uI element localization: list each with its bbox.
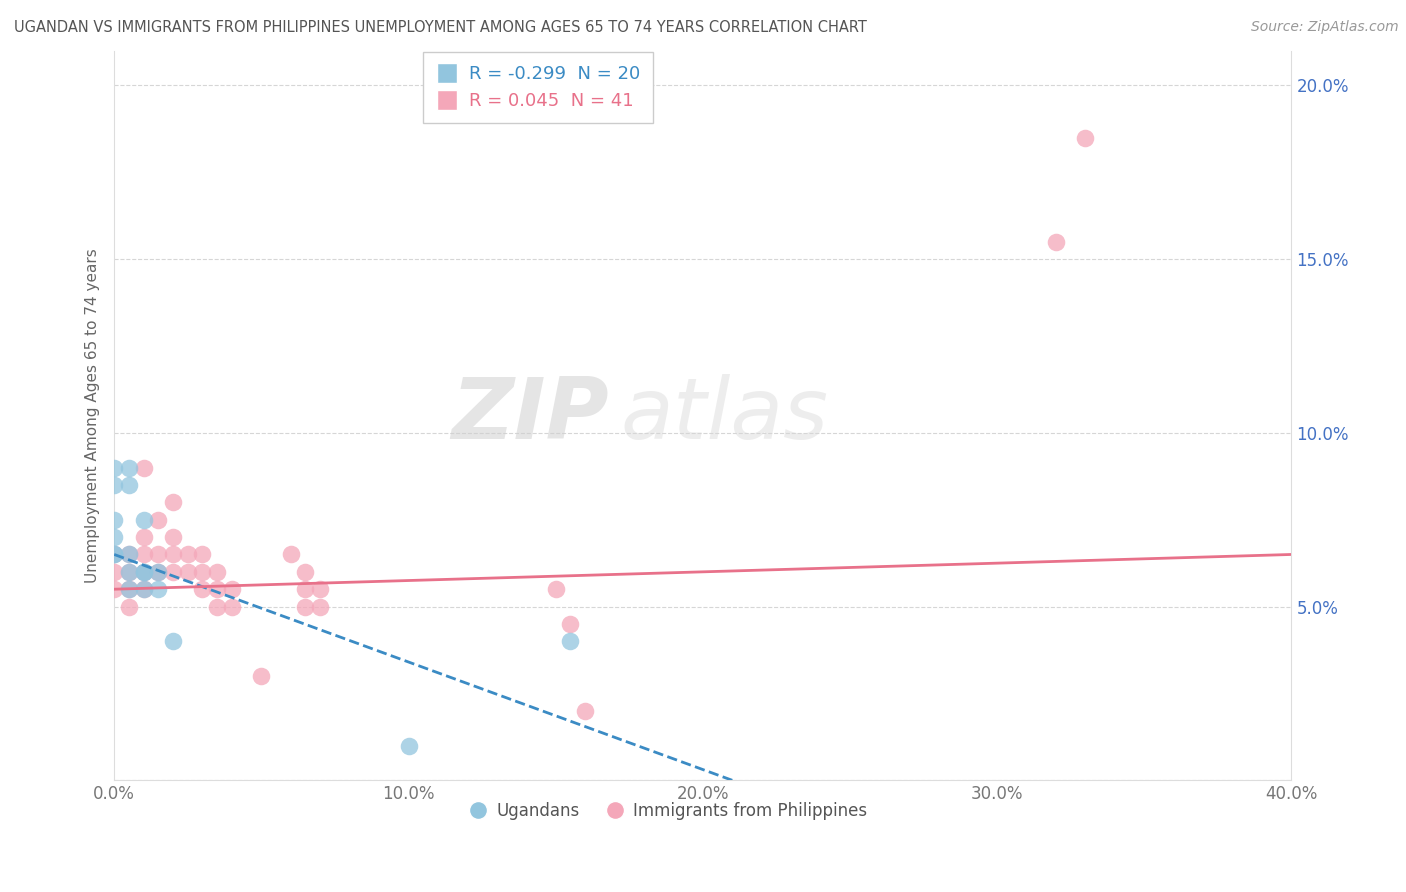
Point [250,669,273,683]
Point [294,565,316,579]
Point [162,634,184,648]
Point [162,548,184,562]
Point [118,582,141,597]
Point [132,565,155,579]
Point [103,513,125,527]
Point [148,565,170,579]
Text: atlas: atlas [620,374,828,457]
Point [1045,235,1067,249]
Legend: Ugandans, Immigrants from Philippines: Ugandans, Immigrants from Philippines [461,796,873,827]
Text: ZIP: ZIP [451,374,609,457]
Point [221,599,243,614]
Point [103,548,125,562]
Y-axis label: Unemployment Among Ages 65 to 74 years: Unemployment Among Ages 65 to 74 years [86,248,100,582]
Point [118,548,141,562]
Point [205,599,228,614]
Point [205,582,228,597]
Point [294,582,316,597]
Point [309,599,332,614]
Point [118,565,141,579]
Point [574,704,596,718]
Point [221,582,243,597]
Point [162,565,184,579]
Point [103,565,125,579]
Point [191,565,214,579]
Point [148,548,170,562]
Point [398,739,420,753]
Point [191,548,214,562]
Point [132,582,155,597]
Point [132,513,155,527]
Point [132,565,155,579]
Point [118,599,141,614]
Point [1074,130,1097,145]
Point [103,548,125,562]
Text: UGANDAN VS IMMIGRANTS FROM PHILIPPINES UNEMPLOYMENT AMONG AGES 65 TO 74 YEARS CO: UGANDAN VS IMMIGRANTS FROM PHILIPPINES U… [14,20,868,35]
Point [560,634,582,648]
Point [118,548,141,562]
Point [118,565,141,579]
Point [294,599,316,614]
Point [103,460,125,475]
Text: Source: ZipAtlas.com: Source: ZipAtlas.com [1251,20,1399,34]
Point [162,530,184,544]
Point [132,530,155,544]
Point [560,616,582,631]
Point [162,495,184,509]
Point [148,513,170,527]
Point [103,530,125,544]
Point [148,565,170,579]
Point [103,478,125,492]
Point [103,582,125,597]
Point [118,460,141,475]
Point [132,565,155,579]
Point [132,548,155,562]
Point [118,582,141,597]
Point [309,582,332,597]
Point [132,460,155,475]
Point [205,565,228,579]
Point [148,582,170,597]
Point [103,548,125,562]
Point [132,582,155,597]
Point [191,582,214,597]
Point [544,582,567,597]
Point [177,548,200,562]
Point [118,478,141,492]
Point [280,548,302,562]
Point [177,565,200,579]
